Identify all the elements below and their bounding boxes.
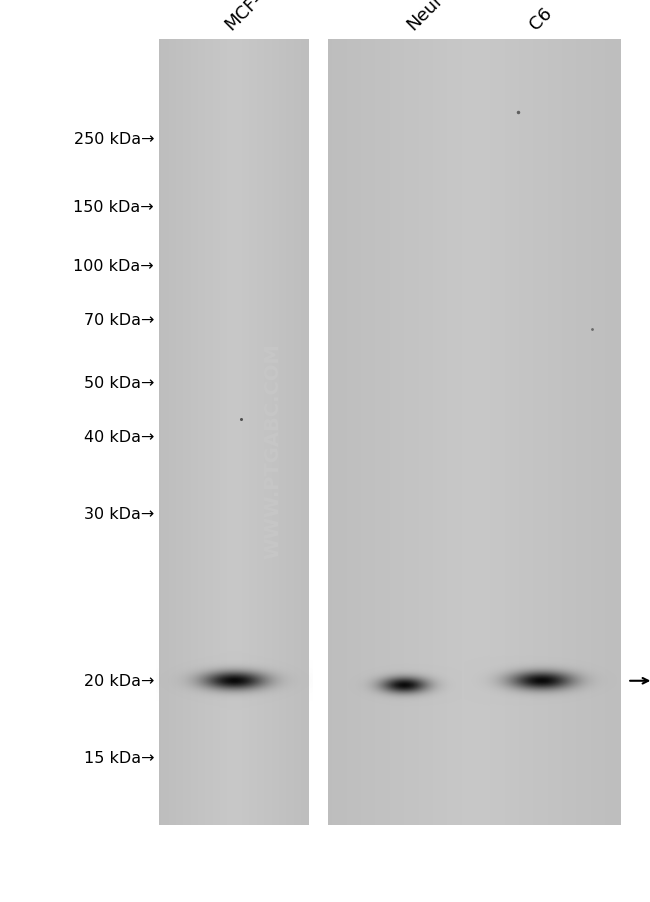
Text: 20 kDa→: 20 kDa→ — [84, 674, 154, 688]
Text: 15 kDa→: 15 kDa→ — [84, 750, 154, 765]
Text: 70 kDa→: 70 kDa→ — [84, 313, 154, 327]
Text: MCF-7: MCF-7 — [221, 0, 274, 33]
Text: 150 kDa→: 150 kDa→ — [73, 200, 154, 215]
Text: 100 kDa→: 100 kDa→ — [73, 259, 154, 273]
Text: 50 kDa→: 50 kDa→ — [84, 376, 154, 391]
Text: WWW.PTGABC.COM: WWW.PTGABC.COM — [263, 343, 283, 559]
Text: C6: C6 — [526, 4, 556, 33]
Text: 30 kDa→: 30 kDa→ — [84, 507, 154, 521]
Text: 40 kDa→: 40 kDa→ — [84, 430, 154, 445]
Text: Neuro-2a: Neuro-2a — [403, 0, 475, 33]
Text: 250 kDa→: 250 kDa→ — [73, 133, 154, 147]
